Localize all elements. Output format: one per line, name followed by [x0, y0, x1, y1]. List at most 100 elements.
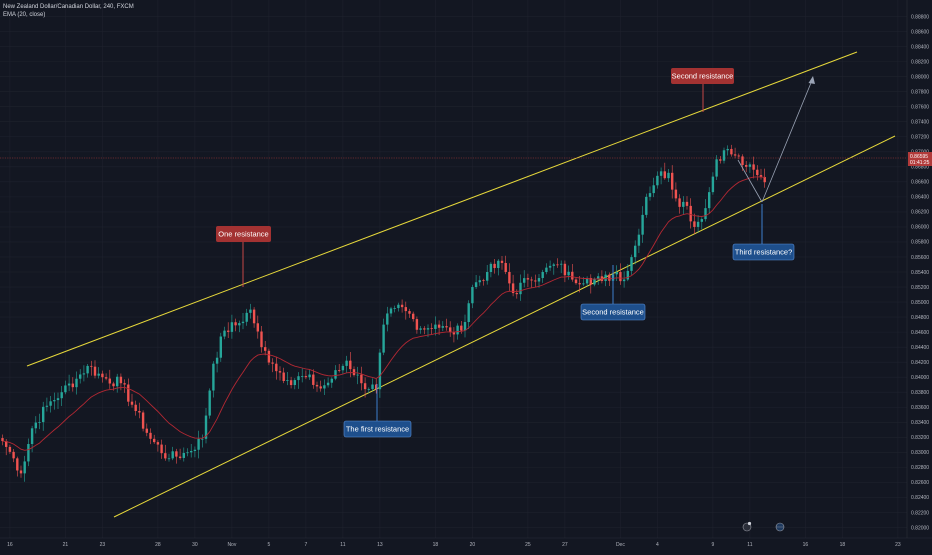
candle-body	[752, 164, 755, 170]
callout-first-resistance[interactable]: The first resistance	[343, 384, 412, 438]
time-tick-label: 16	[7, 542, 13, 548]
candle-body	[493, 263, 496, 269]
candle-body	[693, 221, 696, 227]
candle-body	[478, 280, 481, 283]
time-tick-label: 28	[155, 542, 161, 548]
indicator-title[interactable]: EMA (20, close)	[3, 12, 46, 18]
forecast-path[interactable]	[737, 76, 815, 203]
candle-body	[171, 451, 174, 459]
candle-body	[756, 169, 759, 176]
candle-body	[585, 278, 589, 284]
candle-body	[634, 245, 637, 258]
candle-body	[104, 377, 108, 379]
callout-second-resistance-bottom[interactable]: Second resistance	[580, 265, 646, 321]
callout-third-resistance[interactable]: Third resistance?	[732, 204, 795, 261]
candle-body	[552, 264, 555, 266]
candle-body	[12, 451, 15, 459]
price-tick-label: 0.82200	[911, 510, 929, 516]
event-icon-globe[interactable]	[775, 522, 785, 532]
forecast-up-leg[interactable]	[761, 77, 814, 203]
candle-body	[471, 287, 474, 304]
price-axis[interactable]	[906, 0, 932, 538]
callout-label: Second resistance	[582, 308, 644, 317]
candle-body	[426, 328, 430, 330]
candle-body	[737, 155, 740, 157]
candle-body	[164, 453, 167, 459]
time-tick-label: 23	[100, 542, 106, 548]
candle-body	[160, 444, 163, 454]
candle-body	[60, 392, 63, 399]
price-tick-label: 0.86800	[911, 165, 929, 171]
forecast-down-leg[interactable]	[737, 159, 763, 203]
price-tick-label: 0.84600	[911, 330, 929, 336]
candle-body	[34, 422, 37, 429]
candle-body	[378, 352, 382, 390]
candle-body	[219, 336, 222, 358]
price-tick-label: 0.83000	[911, 450, 929, 456]
candle-body	[571, 271, 574, 280]
time-tick-label: 18	[840, 542, 846, 548]
candle-body	[227, 330, 230, 332]
candle-body	[178, 456, 182, 458]
candle-body	[238, 323, 241, 326]
candle-body	[626, 270, 629, 280]
candle-body	[733, 154, 737, 156]
candle-body	[434, 324, 437, 329]
candle-body	[138, 411, 141, 413]
channel-lower-line[interactable]	[113, 135, 896, 518]
callout-label: The first resistance	[346, 425, 409, 434]
candle-body	[186, 452, 189, 454]
candle-body	[519, 282, 522, 295]
price-tag-value: 0.86595	[910, 154, 928, 160]
candle-body	[356, 374, 359, 376]
price-tick-label: 0.88200	[911, 59, 929, 65]
candle-body	[282, 372, 285, 382]
candle-body	[685, 201, 689, 206]
candle-body	[241, 321, 245, 324]
candle-body	[545, 267, 548, 273]
candle-body	[204, 415, 208, 439]
candle-body	[574, 279, 578, 284]
callout-box	[343, 420, 412, 438]
callout-label: Second resistance	[672, 72, 734, 81]
symbol-title[interactable]: New Zealand Dollar/Canadian Dollar, 240,…	[3, 4, 134, 10]
candle-body	[312, 374, 315, 385]
time-tick-label: 9	[712, 542, 715, 548]
candle-body	[278, 371, 282, 373]
time-axis-ticks: 16 21 23 28 30 Nov 5 7 11 13 18 20 25 27 Dec 4 9 11 16 18 23	[7, 542, 901, 548]
price-tick-label: 0.86600	[911, 180, 929, 186]
candle-body	[1, 438, 4, 442]
candle-body	[541, 272, 544, 279]
trend-channel[interactable]	[26, 51, 896, 518]
time-axis[interactable]	[0, 537, 932, 550]
price-tick-label: 0.85000	[911, 300, 929, 306]
candle-body	[449, 327, 452, 333]
candle-body	[563, 263, 567, 276]
channel-upper-line[interactable]	[26, 51, 858, 367]
callout-one-resistance[interactable]: One resistance	[216, 226, 271, 287]
candle-body	[700, 219, 703, 222]
candle-body	[326, 382, 330, 386]
candle-body	[604, 274, 607, 282]
price-tick-label: 0.85800	[911, 240, 929, 246]
candle-body	[149, 432, 152, 439]
time-tick-label: 27	[562, 542, 568, 548]
event-icon-flag[interactable]	[742, 521, 752, 532]
candle-body	[582, 283, 585, 285]
candle-body	[437, 324, 441, 328]
candle-body	[208, 390, 211, 416]
price-tag-box	[908, 152, 932, 166]
callout-second-resistance-top[interactable]: Second resistance	[671, 68, 734, 112]
candle-body	[456, 325, 459, 335]
candle-body	[190, 450, 193, 453]
price-axis-background	[907, 0, 932, 538]
time-tick-label: 11	[747, 542, 752, 548]
candle-body	[141, 412, 145, 429]
time-tick-label: 23	[895, 542, 901, 548]
candle-body	[663, 171, 666, 179]
candle-body	[419, 328, 422, 330]
time-tick-label: 18	[433, 542, 439, 548]
candle-body	[330, 378, 333, 383]
